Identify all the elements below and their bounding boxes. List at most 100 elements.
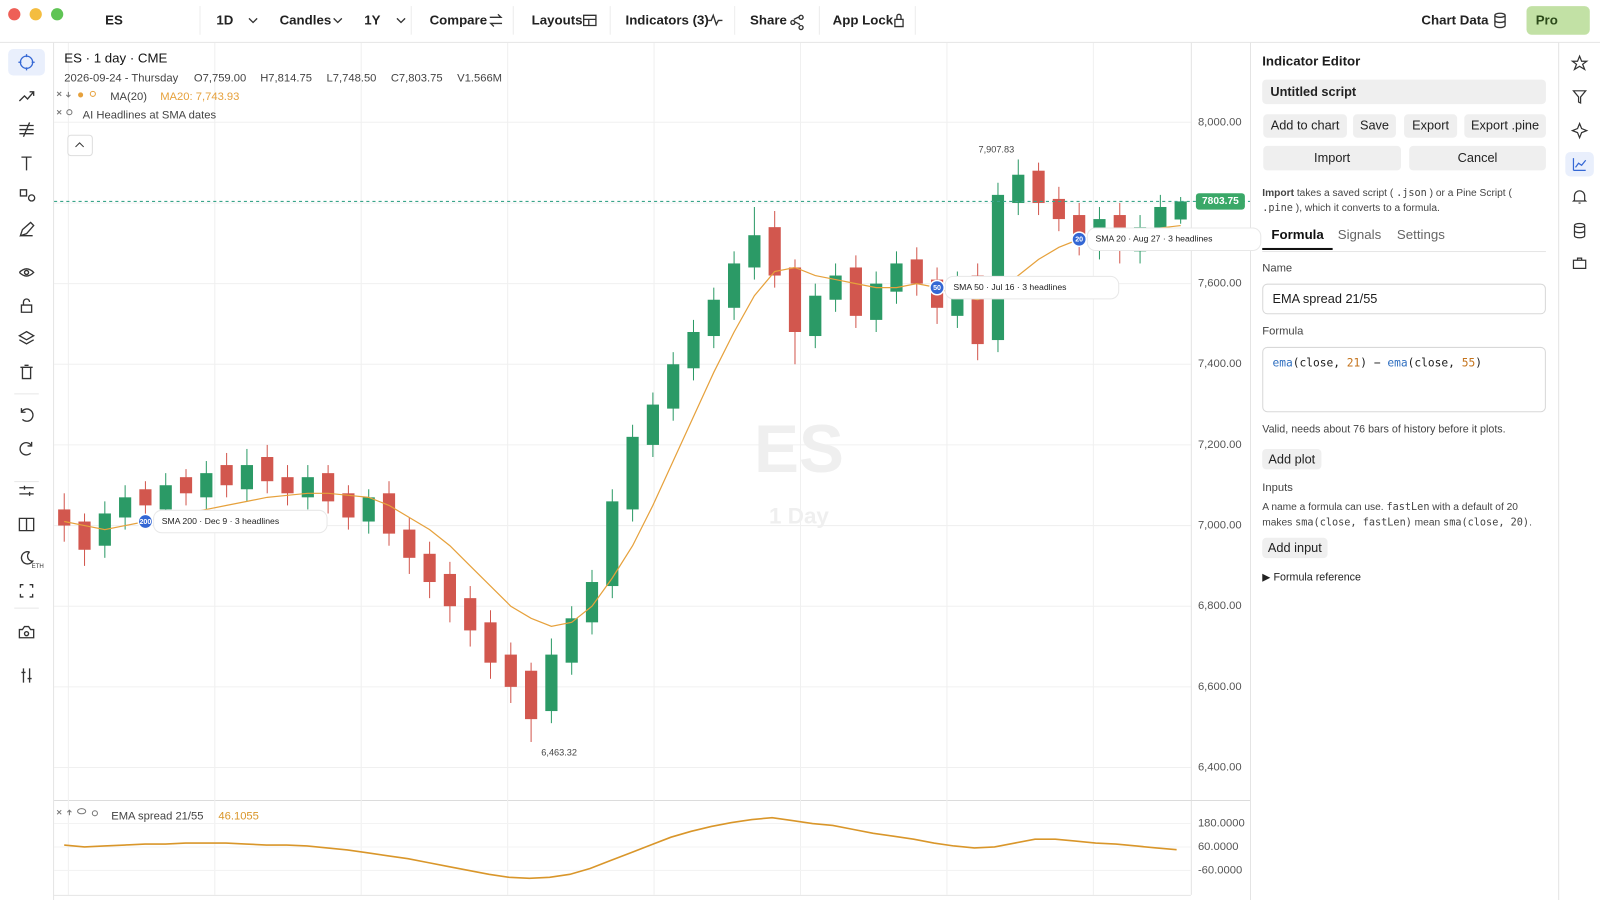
tool-icon[interactable] <box>18 91 35 102</box>
share-button[interactable]: Share <box>749 12 787 28</box>
tool-icon[interactable] <box>21 668 32 683</box>
tool-icon[interactable] <box>19 584 34 598</box>
interval[interactable]: 1D <box>216 12 234 28</box>
last-price-badge <box>1195 193 1245 210</box>
headline-marker[interactable] <box>1071 231 1088 248</box>
panel-icon[interactable] <box>1571 190 1588 204</box>
symbol[interactable]: ES <box>105 12 123 28</box>
candle-body <box>829 275 842 300</box>
panel-icon[interactable] <box>1572 257 1587 269</box>
tool-icon[interactable] <box>18 330 36 345</box>
formula-input[interactable]: ema(close, 21) − ema(close, 55) <box>1262 346 1546 413</box>
editor-tab[interactable]: Settings <box>1396 226 1445 242</box>
visibility-icon[interactable] <box>77 808 87 815</box>
panel-icon[interactable] <box>1570 121 1589 140</box>
candle-body <box>687 331 700 369</box>
editor-tab[interactable]: Formula <box>1262 227 1333 250</box>
chart-style[interactable]: Candles <box>279 12 332 28</box>
candle-body <box>768 227 781 276</box>
candle-body <box>1032 170 1045 203</box>
headline-card <box>944 275 1120 300</box>
tool-icon[interactable] <box>19 122 34 137</box>
tool-icon[interactable] <box>18 625 35 639</box>
headline-marker[interactable] <box>929 279 945 296</box>
cancel-button[interactable]: Cancel <box>1409 145 1546 171</box>
panel-icon[interactable] <box>1572 90 1588 105</box>
formula-reference[interactable]: ▶ Formula reference <box>1262 571 1361 584</box>
color-dot[interactable] <box>78 92 84 98</box>
compare-button[interactable]: Compare <box>429 12 488 28</box>
headline-badge: 50 <box>933 284 941 292</box>
indicator-value: 46.1055 <box>218 810 259 822</box>
text-part: (close, <box>1407 356 1462 370</box>
pro-button[interactable]: Pro <box>1526 6 1590 35</box>
headline-marker[interactable] <box>137 513 154 530</box>
candle-body <box>484 622 497 663</box>
action-button[interactable]: Save <box>1353 114 1396 138</box>
move-icon[interactable] <box>66 809 72 816</box>
action-button[interactable]: Export <box>1404 114 1458 138</box>
settings-icon[interactable] <box>91 810 98 817</box>
candle-body <box>322 473 335 502</box>
script-select[interactable]: Untitled script <box>1262 79 1546 105</box>
candle-body <box>443 573 456 607</box>
tool-icon[interactable] <box>20 364 33 380</box>
candle-body <box>565 618 578 663</box>
move-icon[interactable] <box>65 91 71 98</box>
range[interactable]: 1Y <box>364 12 381 28</box>
chart-data-button[interactable]: Chart Data <box>1421 12 1489 28</box>
headline-card <box>153 509 328 534</box>
collapse-button[interactable] <box>67 134 93 157</box>
window-zoom[interactable] <box>51 8 64 21</box>
indicator-tick-label: -60.0000 <box>1198 864 1242 876</box>
tool-icon[interactable] <box>20 298 33 313</box>
candle-body <box>382 493 396 534</box>
y-tick-label: 8,000.00 <box>1198 116 1242 128</box>
panel-icon[interactable] <box>1572 158 1587 172</box>
tool-icon[interactable] <box>19 441 33 456</box>
toolbar-glyph <box>583 14 597 27</box>
tool-icon[interactable] <box>18 268 35 277</box>
settings-icon[interactable] <box>89 90 96 97</box>
tool-icon[interactable] <box>19 189 36 202</box>
panel-icon[interactable] <box>1573 222 1586 239</box>
action-button[interactable]: Export .pine <box>1464 114 1546 138</box>
tool-icon[interactable] <box>19 221 35 237</box>
indicator-legend: EMA spread 21/55 <box>111 810 203 822</box>
add-input-button[interactable]: Add input <box>1262 537 1328 559</box>
action-button[interactable]: Add to chart <box>1263 114 1347 138</box>
tool-icon[interactable] <box>21 156 32 171</box>
app-lock-button[interactable]: App Lock <box>832 12 894 28</box>
tool-icon[interactable] <box>19 485 34 496</box>
panel-icon[interactable] <box>1570 54 1589 71</box>
candle-body <box>809 295 822 337</box>
tool-icon[interactable] <box>18 54 35 71</box>
ma-legend-icons[interactable] <box>56 90 96 98</box>
remove-icon[interactable] <box>56 109 62 115</box>
tool-icon[interactable] <box>20 551 34 565</box>
inputs-help: A name a formula can use. fastLen with a… <box>1262 500 1540 531</box>
y-tick-label: 7,000.00 <box>1198 520 1242 532</box>
import-button[interactable]: Import <box>1263 145 1402 171</box>
tool-icon[interactable] <box>20 408 34 422</box>
toolbar-glyph <box>333 17 343 24</box>
settings-icon[interactable] <box>66 109 73 116</box>
text-part: 21 <box>1346 356 1361 370</box>
remove-icon[interactable] <box>56 91 62 97</box>
text-part: sma(close, 20) <box>1443 517 1530 529</box>
candle-body <box>119 497 132 518</box>
layouts-button[interactable]: Layouts <box>531 12 583 28</box>
y-tick-label: 7,200.00 <box>1198 439 1242 451</box>
window-minimize[interactable] <box>29 8 42 21</box>
text-part: ema <box>1387 356 1408 370</box>
add-plot-button[interactable]: Add plot <box>1262 448 1322 470</box>
y-tick-label: 7,600.00 <box>1198 278 1242 290</box>
remove-icon[interactable] <box>56 809 62 815</box>
window-close[interactable] <box>8 8 21 21</box>
editor-tab[interactable]: Signals <box>1337 226 1382 242</box>
text-part: ) or a Pine Script ( <box>1426 187 1512 199</box>
tool-icon[interactable] <box>18 517 35 532</box>
bar-open: O7,759.00 <box>194 73 246 85</box>
name-input[interactable]: EMA spread 21/55 <box>1262 283 1546 315</box>
indicators-button[interactable]: Indicators (3) <box>625 12 709 28</box>
